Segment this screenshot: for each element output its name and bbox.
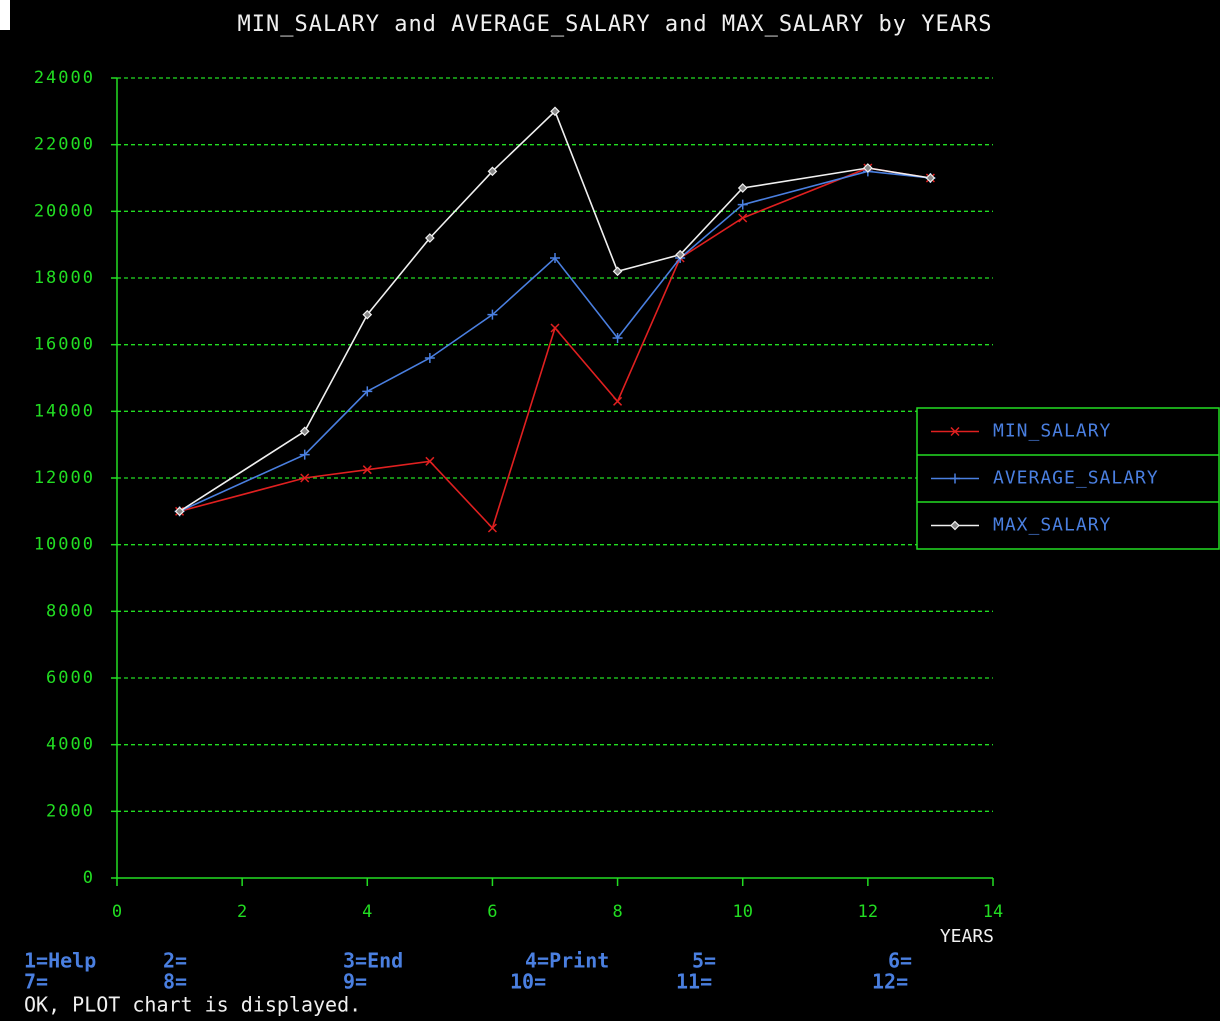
marker [550,253,560,263]
x-axis-label: YEARS [940,926,994,947]
marker [950,520,960,531]
marker [362,309,373,320]
x-tick-label: 2 [237,902,247,922]
marker [863,163,873,173]
function-key: 8= [163,970,187,994]
marker [675,249,685,260]
function-key: 5= [692,949,716,973]
marker [424,353,435,363]
function-key: 12= [872,970,908,994]
function-key: 3=End [343,949,403,973]
marker [362,465,372,475]
marker [612,266,623,277]
function-key: 4=Print [525,949,609,973]
y-tick-label: 10000 [34,535,95,555]
function-key: 7= [24,970,48,994]
y-tick-label: 20000 [34,201,95,221]
marker [737,199,748,210]
function-key: 6= [888,949,912,973]
x-tick-label: 0 [112,902,122,922]
marker [487,309,498,320]
x-tick-label: 4 [362,902,372,922]
marker [612,333,623,343]
x-tick-label: 8 [612,902,622,922]
y-tick-label: 14000 [34,401,95,421]
y-tick-label: 24000 [34,68,95,88]
cursor-block [0,0,10,30]
y-tick-label: 2000 [46,801,95,821]
marker [487,523,497,533]
x-tick-label: 14 [983,902,1003,922]
y-tick-label: 12000 [34,468,95,488]
y-tick-label: 8000 [46,601,95,621]
x-tick-label: 10 [732,902,752,922]
y-tick-label: 16000 [34,335,95,355]
function-key: 11= [676,970,712,994]
y-tick-label: 0 [83,868,95,888]
y-tick-label: 18000 [34,268,95,288]
marker [425,233,435,243]
marker [174,506,185,517]
marker [613,396,623,406]
marker [550,106,560,117]
y-tick-label: 6000 [46,668,95,688]
marker [550,323,560,333]
marker [950,473,960,484]
marker [950,426,960,437]
function-key: 1=Help [24,949,96,973]
x-tick-label: 6 [487,902,497,922]
y-tick-label: 4000 [46,735,95,755]
marker [299,449,310,460]
chart-title: MIN_SALARY and AVERAGE_SALARY and MAX_SA… [238,12,993,37]
marker [300,473,310,483]
function-key: 2= [163,949,187,973]
marker [425,456,435,466]
legend-label: MIN_SALARY [993,421,1111,442]
marker [487,166,498,177]
x-tick-label: 12 [858,902,878,922]
marker [362,386,373,397]
legend-label: AVERAGE_SALARY [993,468,1159,489]
status-line: OK, PLOT chart is displayed. [24,993,361,1017]
marker [299,426,310,437]
legend-label: MAX_SALARY [993,515,1111,536]
marker [925,173,936,183]
function-key: 9= [343,970,367,994]
marker [738,213,748,223]
marker [737,183,748,193]
y-tick-label: 22000 [34,135,95,155]
function-key: 10= [510,970,546,994]
